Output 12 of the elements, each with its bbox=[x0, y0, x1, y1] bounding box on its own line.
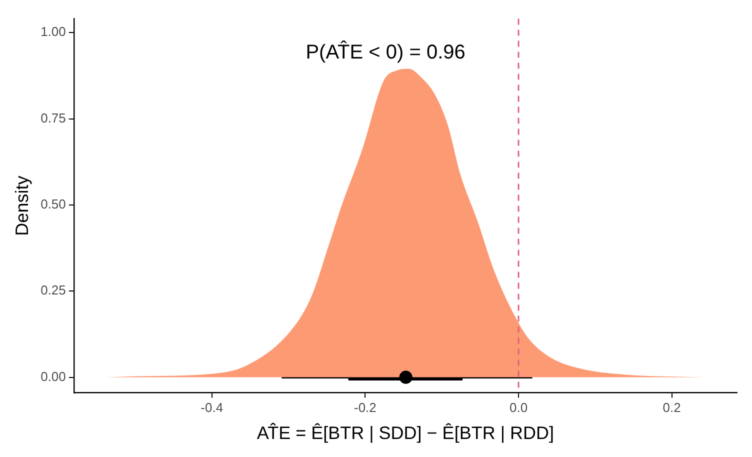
annotation: P(AT̂E < 0) = 0.96 bbox=[306, 40, 466, 64]
x-tick-label: 0.2 bbox=[662, 400, 681, 416]
y-tick-label: 0.50 bbox=[40, 196, 66, 212]
y-tick-label: 0.75 bbox=[40, 110, 66, 126]
x-tick-label: -0.4 bbox=[200, 400, 224, 416]
y-axis-title: Density bbox=[12, 176, 32, 236]
y-tick-label: 1.00 bbox=[40, 24, 66, 40]
y-tick-label: 0.00 bbox=[40, 368, 66, 384]
x-tick-label: -0.2 bbox=[354, 400, 376, 416]
x-tick-label: 0.0 bbox=[509, 400, 528, 416]
x-axis-title: AT̂E = Ê[BTR | SDD] − Ê[BTR | RDD] bbox=[256, 422, 554, 444]
y-tick-label: 0.25 bbox=[40, 282, 66, 298]
